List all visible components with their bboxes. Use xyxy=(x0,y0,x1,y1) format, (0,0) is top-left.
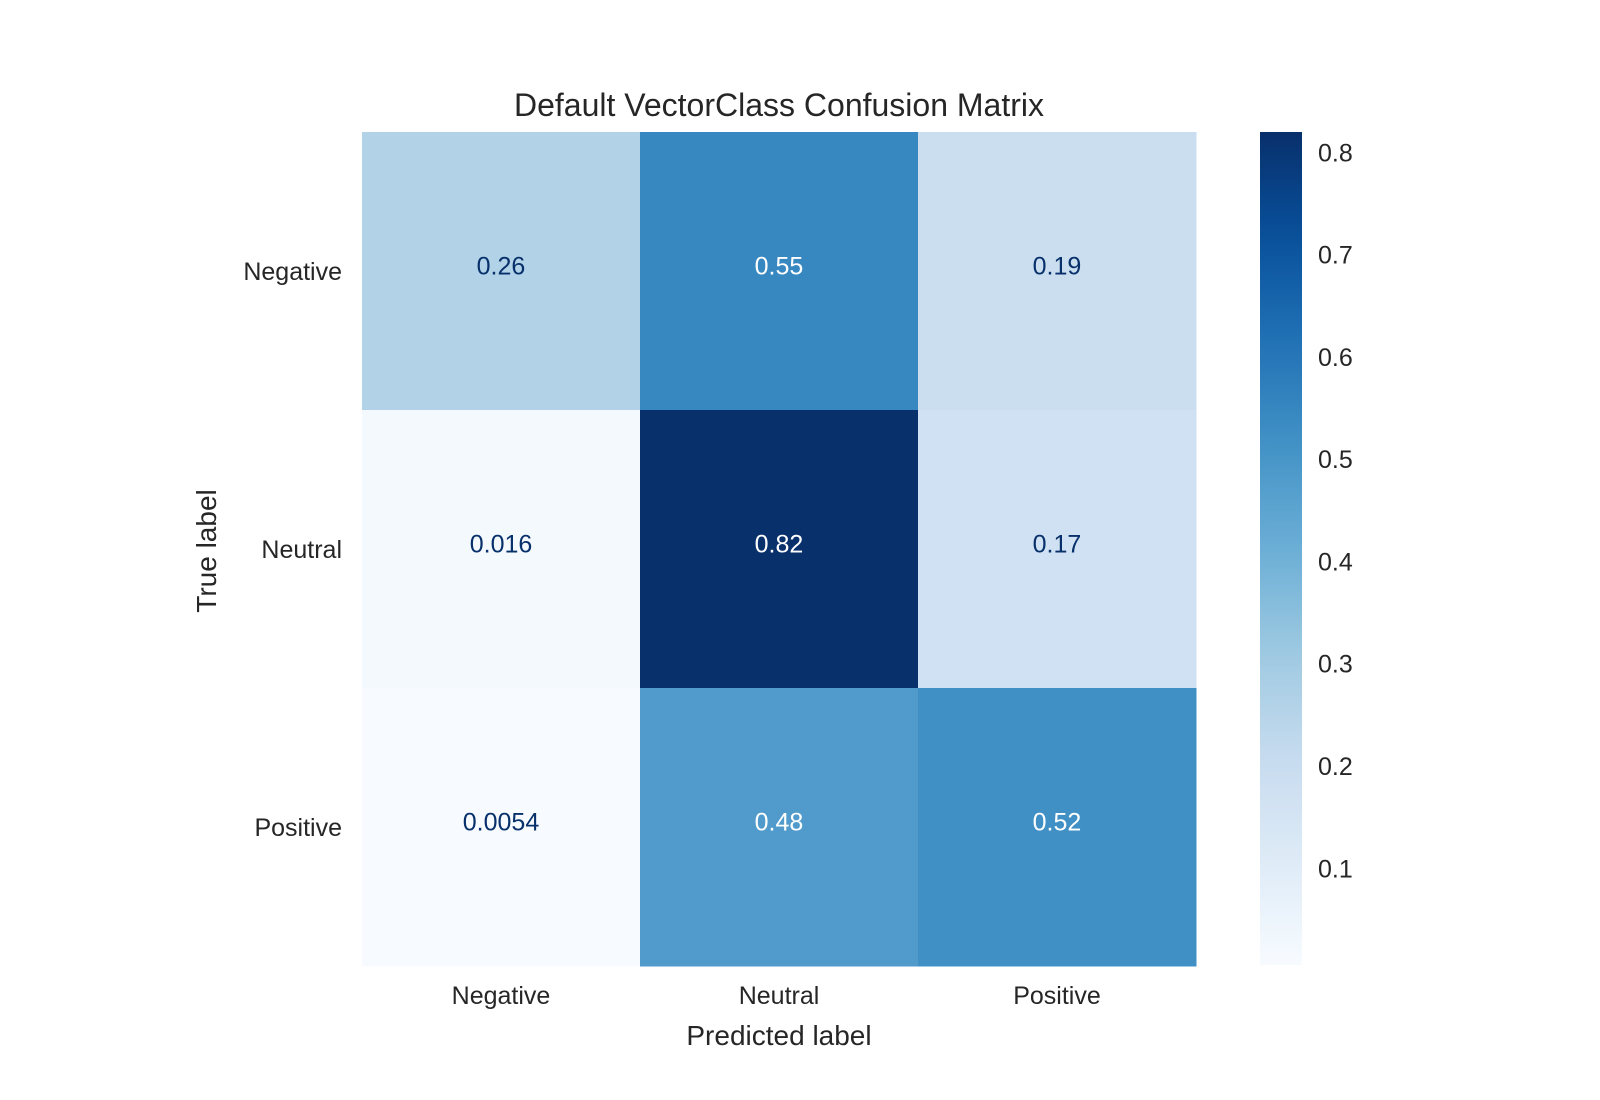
x-tick-label: Negative xyxy=(452,982,551,1010)
heatmap-cell xyxy=(640,132,919,411)
heatmap-cell xyxy=(918,132,1197,411)
heatmap-cell xyxy=(640,410,919,689)
colorbar-tick-label: 0.8 xyxy=(1318,139,1353,167)
colorbar-tick-label: 0.1 xyxy=(1318,855,1353,883)
cell-value-label: 0.82 xyxy=(755,531,804,559)
x-tick-label: Positive xyxy=(1013,982,1101,1010)
y-axis-ticks: Negative Neutral Positive xyxy=(243,258,342,842)
x-axis-ticks: Negative Neutral Positive xyxy=(452,982,1101,1010)
cell-value-label: 0.48 xyxy=(755,809,804,837)
cell-value-label: 0.17 xyxy=(1033,531,1082,559)
cell-value-label: 0.26 xyxy=(477,253,526,281)
colorbar-tick-label: 0.2 xyxy=(1318,753,1353,781)
heatmap-cell xyxy=(918,688,1197,967)
colorbar-tick-label: 0.4 xyxy=(1318,548,1353,576)
colorbar-ticks: 0.1 0.2 0.3 0.4 0.5 0.6 0.7 0.8 xyxy=(1318,139,1353,883)
colorbar-tick-label: 0.6 xyxy=(1318,344,1353,372)
heatmap-cell xyxy=(362,688,641,967)
y-axis-label: True label xyxy=(191,489,222,612)
chart-title: Default VectorClass Confusion Matrix xyxy=(514,87,1044,123)
y-tick-label: Negative xyxy=(243,258,342,286)
heatmap-cell xyxy=(918,410,1197,689)
y-tick-label: Neutral xyxy=(261,536,342,564)
heatmap-cell xyxy=(640,688,919,967)
heatmap-cell xyxy=(362,410,641,689)
colorbar-tick-label: 0.3 xyxy=(1318,651,1353,679)
colorbar-tick-label: 0.5 xyxy=(1318,446,1353,474)
cell-value-label: 0.0054 xyxy=(463,809,540,837)
cell-value-label: 0.55 xyxy=(755,253,804,281)
heatmap-cell xyxy=(362,132,641,411)
cell-value-label: 0.016 xyxy=(470,531,533,559)
y-tick-label: Positive xyxy=(254,814,342,842)
colorbar xyxy=(1260,132,1302,965)
cell-value-label: 0.19 xyxy=(1033,253,1082,281)
x-tick-label: Neutral xyxy=(739,982,820,1010)
colorbar-tick-label: 0.7 xyxy=(1318,242,1353,270)
x-axis-label: Predicted label xyxy=(686,1020,871,1051)
heatmap-cells: 0.26 0.55 0.19 0.016 0.82 0.17 0.0054 0.48 0.52 xyxy=(362,132,1197,967)
cell-value-label: 0.52 xyxy=(1033,809,1082,837)
